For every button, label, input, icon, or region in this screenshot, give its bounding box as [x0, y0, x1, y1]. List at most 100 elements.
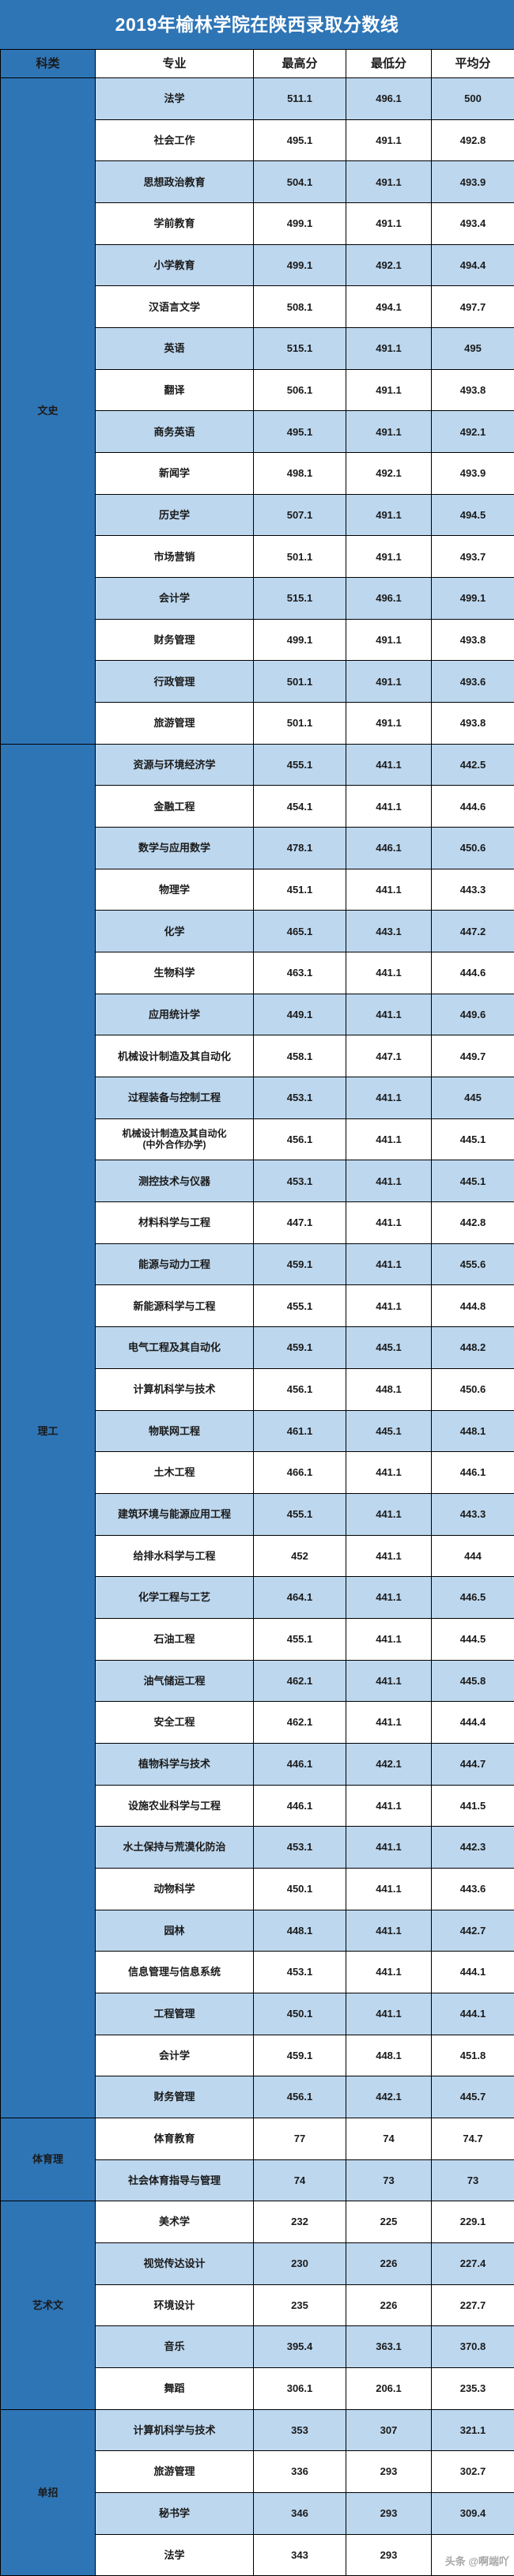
major-cell: 英语 [95, 327, 254, 370]
table-row: 油气储运工程 462.1 441.1 445.8 [1, 1659, 514, 1703]
table-row: 单招 计算机科学与技术 353 307 321.1 [0, 2408, 514, 2576]
table-row: 旅游管理 336 293 302.7 [1, 2450, 514, 2493]
min-score-cell: 496.1 [346, 577, 432, 620]
max-score-cell: 511.1 [253, 77, 346, 120]
min-score-cell: 441.1 [346, 1492, 432, 1536]
max-score-cell: 501.1 [253, 535, 346, 579]
major-cell: 计算机科学与技术 [95, 1367, 254, 1411]
major-cell: 思想政治教育 [95, 160, 254, 204]
min-score-cell: 491.1 [346, 660, 432, 703]
major-cell: 机械设计制造及其自动化 (中外合作办学) [95, 1118, 254, 1161]
min-score-cell: 441.1 [346, 1617, 432, 1661]
max-score-cell: 395.4 [253, 2325, 346, 2368]
min-score-cell: 494.1 [346, 285, 432, 329]
table-row: 物理学 451.1 441.1 443.3 [1, 868, 514, 911]
min-score-cell: 441.1 [346, 1201, 432, 1244]
max-score-cell: 499.1 [253, 202, 346, 245]
min-score-cell: 441.1 [346, 952, 432, 994]
major-cell: 物联网工程 [95, 1409, 254, 1453]
max-score-cell: 501.1 [253, 702, 346, 745]
max-score-cell: 446.1 [253, 1742, 346, 1786]
min-score-cell: 441.1 [346, 1992, 432, 2035]
max-score-cell: 232 [253, 2201, 346, 2243]
page-title: 2019年榆林学院在陕西录取分数线 [115, 13, 399, 35]
avg-score-cell: 445.1 [431, 1160, 514, 1203]
min-score-cell: 441.1 [346, 1659, 432, 1703]
category-cell: 艺术文 [0, 2201, 96, 2410]
avg-score-cell: 444.1 [431, 1951, 514, 1993]
min-score-cell: 443.1 [346, 910, 432, 953]
major-cell: 化学工程与工艺 [95, 1576, 254, 1619]
avg-score-cell: 492.8 [431, 119, 514, 162]
min-score-cell: 307 [346, 2408, 432, 2452]
major-cell: 商务英语 [95, 410, 254, 454]
major-cell: 电气工程及其自动化 [95, 1326, 254, 1369]
max-score-cell: 459.1 [253, 1326, 346, 1369]
column-header-max-score: 最高分 [253, 49, 346, 78]
major-cell: 能源与动力工程 [95, 1243, 254, 1286]
avg-score-cell: 444.1 [431, 1992, 514, 2035]
max-score-cell: 450.1 [253, 1992, 346, 2035]
avg-score-cell: 443.3 [431, 868, 514, 911]
max-score-cell: 453.1 [253, 1951, 346, 1993]
major-cell: 油气储运工程 [95, 1659, 254, 1703]
major-cell: 植物科学与技术 [95, 1742, 254, 1786]
table-row: 机械设计制造及其自动化 458.1 447.1 449.7 [1, 1035, 514, 1078]
min-score-cell: 491.1 [346, 327, 432, 370]
major-cell: 化学 [95, 910, 254, 953]
admission-score-table: 科类 专业 最高分 最低分 平均分 文史 法学 511.1 496.1 500 社会工作 4… [0, 49, 514, 2576]
major-cell: 新闻学 [95, 452, 254, 495]
table-row: 计算机科学与技术 456.1 448.1 450.6 [1, 1367, 514, 1411]
major-cell: 小学教育 [95, 243, 254, 287]
avg-score-cell: 450.6 [431, 1367, 514, 1411]
min-score-cell: 293 [346, 2491, 432, 2535]
max-score-cell: 453.1 [253, 1077, 346, 1119]
min-score-cell: 225 [346, 2201, 432, 2243]
major-cell: 财务管理 [95, 618, 254, 662]
max-score-cell: 353 [253, 2408, 346, 2452]
max-score-cell: 507.1 [253, 493, 346, 537]
table-row: 应用统计学 449.1 441.1 449.6 [1, 993, 514, 1036]
min-score-cell: 441.1 [346, 868, 432, 911]
major-cell: 新能源科学与工程 [95, 1284, 254, 1328]
min-score-cell: 491.1 [346, 493, 432, 537]
major-cell: 秘书学 [95, 2491, 254, 2535]
major-cell: 过程装备与控制工程 [95, 1077, 254, 1119]
major-cell: 计算机科学与技术 [95, 2408, 254, 2452]
min-score-cell: 441.1 [346, 1951, 432, 1993]
max-score-cell: 455.1 [253, 1284, 346, 1328]
max-score-cell: 459.1 [253, 1243, 346, 1286]
max-score-cell: 456.1 [253, 1367, 346, 1411]
avg-score-cell: 446.5 [431, 1576, 514, 1619]
avg-score-cell: 445 [431, 1077, 514, 1119]
table-row: 秘书学 346 293 309.4 [1, 2491, 514, 2535]
table-row: 社会体育指导与管理 74 73 73 [1, 2159, 514, 2202]
max-score-cell: 306.1 [253, 2367, 346, 2410]
table-row: 数学与应用数学 478.1 446.1 450.6 [1, 827, 514, 869]
min-score-cell: 441.1 [346, 743, 432, 786]
avg-score-cell: 445.1 [431, 1118, 514, 1161]
table-row: 会计学 459.1 448.1 451.8 [1, 2034, 514, 2077]
avg-score-cell: 442.3 [431, 1826, 514, 1869]
min-score-cell: 441.1 [346, 1077, 432, 1119]
major-cell: 美术学 [95, 2201, 254, 2243]
max-score-cell: 451.1 [253, 868, 346, 911]
min-score-cell: 226 [346, 2242, 432, 2285]
major-cell: 舞蹈 [95, 2367, 254, 2410]
min-score-cell: 441.1 [346, 1534, 432, 1578]
major-cell: 材料科学与工程 [95, 1201, 254, 1244]
max-score-cell: 515.1 [253, 327, 346, 370]
max-score-cell: 453.1 [253, 1826, 346, 1869]
max-score-cell: 448.1 [253, 1909, 346, 1952]
table-row: 舞蹈 306.1 206.1 235.3 [1, 2367, 514, 2410]
table-row: 石油工程 455.1 441.1 444.5 [1, 1617, 514, 1661]
avg-score-cell: 493.8 [431, 702, 514, 745]
max-score-cell: 450.1 [253, 1867, 346, 1910]
major-cell: 旅游管理 [95, 2450, 254, 2493]
min-score-cell: 491.1 [346, 119, 432, 162]
table-row: 小学教育 499.1 492.1 494.4 [1, 243, 514, 287]
table-row: 信息管理与信息系统 453.1 441.1 444.1 [1, 1951, 514, 1993]
table-row: 音乐 395.4 363.1 370.8 [1, 2325, 514, 2368]
table-row: 过程装备与控制工程 453.1 441.1 445 [1, 1077, 514, 1119]
table-header: 科类 专业 最高分 最低分 平均分 [0, 49, 514, 78]
